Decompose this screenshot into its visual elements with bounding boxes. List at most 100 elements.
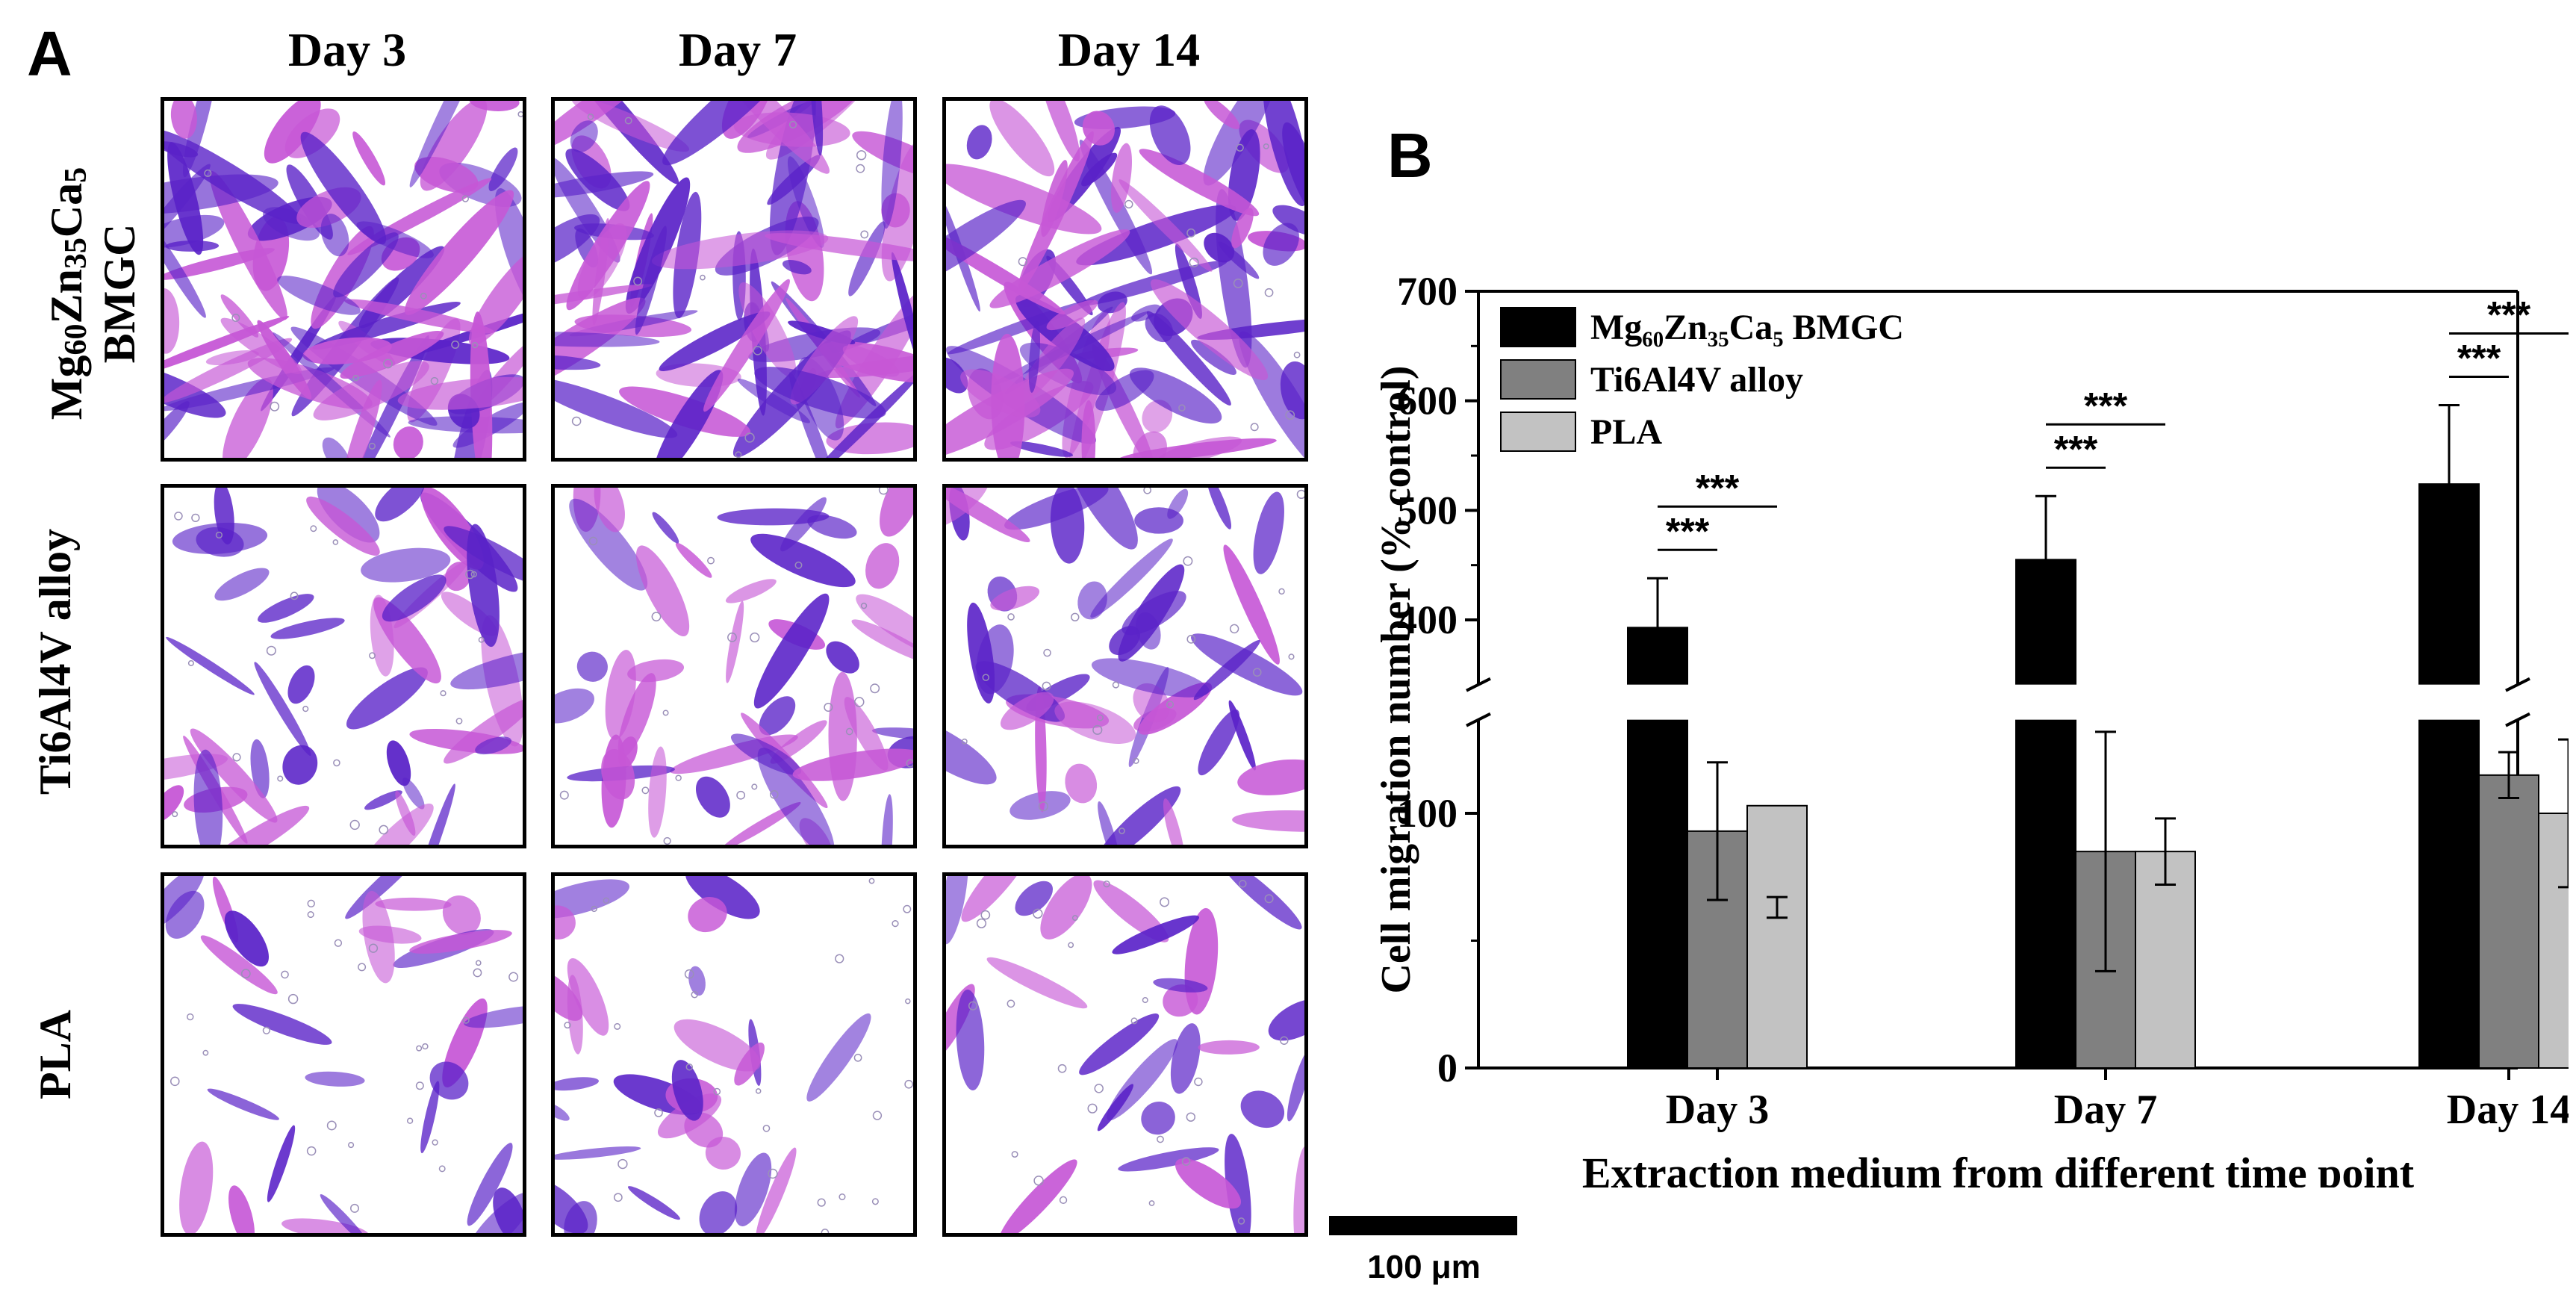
membrane-pore [564, 1022, 571, 1029]
membrane-pore [663, 836, 671, 845]
cell [1198, 1040, 1260, 1055]
membrane-pore [306, 1146, 317, 1156]
micrograph-image [164, 876, 523, 1233]
cell [567, 957, 609, 1036]
cell [300, 131, 387, 245]
membrane-pore [794, 561, 803, 569]
membrane-pore [685, 1063, 694, 1071]
cell [164, 214, 225, 248]
cell [1293, 1146, 1304, 1233]
cell [1216, 189, 1252, 368]
cell [966, 125, 992, 160]
cell [1193, 639, 1260, 701]
membrane-pore [603, 897, 610, 904]
membrane-pore [750, 632, 760, 643]
cell [1231, 208, 1254, 249]
bar [2015, 559, 2076, 1069]
cell [1218, 241, 1260, 279]
cell [946, 876, 968, 945]
membrane-pore [461, 195, 469, 202]
membrane-pore [332, 539, 339, 545]
cell [1009, 441, 1074, 457]
cell [1191, 339, 1236, 375]
micrograph-image [946, 876, 1304, 1233]
membrane-pore [420, 292, 427, 299]
cell [382, 574, 447, 622]
membrane-pore [624, 117, 632, 125]
membrane-pore [1237, 1217, 1245, 1225]
cell [404, 190, 514, 315]
cell [494, 188, 523, 315]
cell [1263, 101, 1304, 207]
cell [364, 790, 402, 810]
row-header-bmgc: Mg60Zn35Ca5 BMGC [41, 144, 153, 443]
cell [756, 1147, 797, 1233]
membrane-pore [707, 556, 715, 565]
membrane-pore [892, 920, 899, 928]
micrograph-image [164, 101, 523, 458]
membrane-pore [422, 1043, 429, 1050]
cell [1118, 564, 1185, 662]
micrograph-pla-day-7 [551, 872, 917, 1237]
cell [386, 740, 411, 786]
row-header-bmgc-formula: Mg60Zn35Ca5 [42, 167, 93, 420]
y-tick-label: 0 [1437, 1046, 1457, 1090]
cell [214, 568, 270, 601]
cell [555, 1101, 570, 1121]
micrograph-bmgc-day-14 [942, 97, 1308, 462]
membrane-pore [174, 512, 183, 521]
cell [1141, 1102, 1175, 1135]
cell [1167, 488, 1189, 519]
membrane-pore [868, 878, 875, 884]
micrograph-image [555, 876, 913, 1233]
micrograph-image [555, 101, 913, 458]
membrane-pore [614, 1022, 621, 1030]
membrane-pore [451, 341, 460, 350]
membrane-pore [349, 1203, 359, 1213]
cell [1280, 361, 1304, 420]
cell [712, 101, 830, 174]
membrane-pore [821, 1229, 830, 1233]
cell [1081, 152, 1118, 187]
cell [1016, 131, 1094, 295]
membrane-pore [432, 1139, 438, 1146]
membrane-pore [1097, 714, 1104, 721]
membrane-pore [266, 645, 276, 656]
membrane-pore [415, 1081, 424, 1090]
membrane-pore [762, 1125, 771, 1132]
cell [1093, 880, 1169, 943]
membrane-pore [961, 738, 968, 745]
cell [648, 746, 667, 838]
cell [555, 688, 594, 724]
cell [555, 1077, 599, 1091]
membrane-pore [641, 786, 650, 795]
cell [705, 1136, 741, 1170]
membrane-pore [870, 683, 880, 694]
membrane-pore [1018, 257, 1027, 267]
cell [282, 745, 318, 785]
membrane-pore [1057, 1064, 1067, 1073]
cell [703, 279, 790, 412]
cell [1118, 1147, 1219, 1172]
cell [627, 659, 685, 683]
cell [190, 728, 278, 823]
membrane-pore [478, 636, 485, 643]
cell [570, 120, 598, 153]
cell [1287, 1049, 1304, 1122]
cell [270, 618, 345, 639]
cell [207, 1088, 279, 1120]
cell [1098, 801, 1121, 845]
cell [414, 156, 479, 193]
cell [467, 1143, 513, 1226]
cell [1000, 692, 1054, 730]
membrane-pore [287, 993, 299, 1005]
row-header-ti6al4v: Ti6Al4V alloy [31, 528, 80, 795]
membrane-pore [202, 1049, 209, 1056]
cell [193, 749, 223, 845]
cell [754, 367, 886, 419]
cell [1225, 1134, 1251, 1233]
cell [209, 170, 287, 320]
cell [1204, 101, 1240, 130]
membrane-pore [903, 904, 912, 913]
cell [576, 651, 608, 682]
